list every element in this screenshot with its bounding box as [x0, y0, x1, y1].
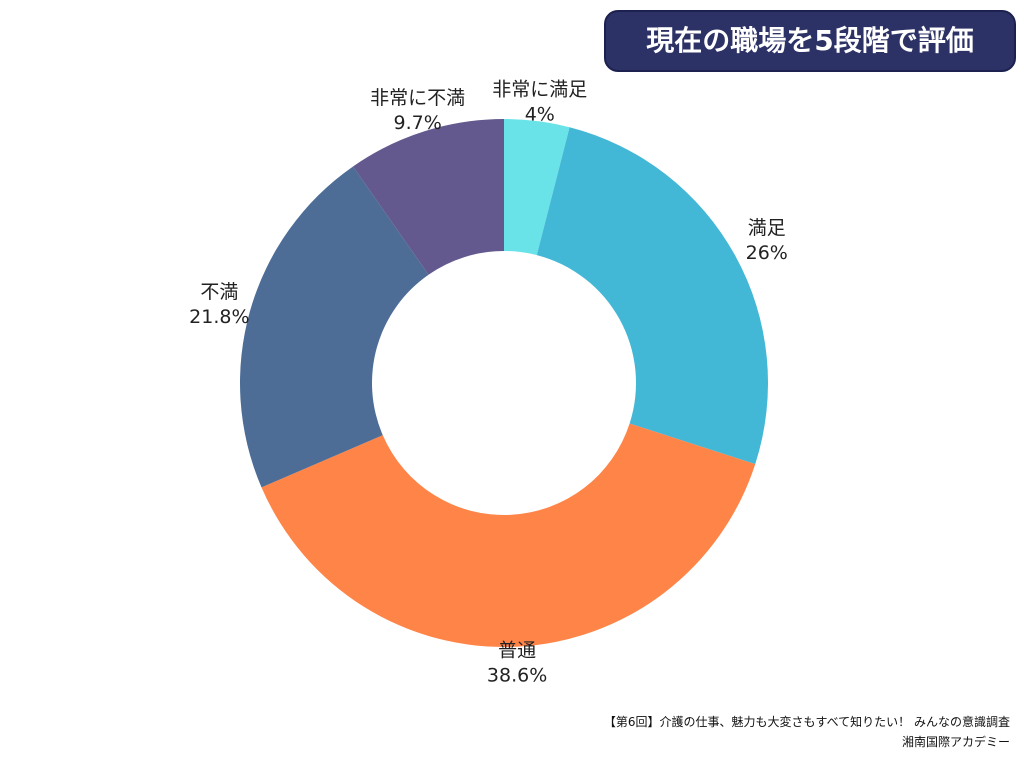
slice-category: 普通: [498, 640, 536, 662]
slice-5: [353, 119, 504, 275]
chart-title: 現在の職場を5段階で評価: [604, 10, 1016, 72]
source-line-org: 湘南国際アカデミー: [901, 735, 1010, 749]
slice-labels: 非常に満足 4% 満足 26% 普通 38.6% 不満 21.8% 非常に不満 9.7%: [189, 78, 788, 686]
slice-label-4: 不満 21.8%: [189, 281, 249, 328]
slice-label-5: 非常に不満 9.7%: [370, 87, 465, 134]
slice-1: [504, 119, 570, 256]
slice-category: 満足: [748, 217, 786, 239]
slice-4: [240, 166, 429, 488]
slice-value: 26%: [746, 242, 788, 264]
donut-slices: [240, 119, 769, 647]
slice-value: 21.8%: [189, 306, 249, 328]
slice-label-2: 満足 26%: [746, 217, 788, 264]
slice-category: 非常に満足: [492, 78, 587, 100]
slice-category: 不満: [200, 281, 238, 303]
slice-value: 38.6%: [487, 665, 547, 687]
source-line-survey: 【第6回】介護の仕事、魅力も大変さもすべて知りたい！ みんなの意識調査: [603, 715, 1010, 729]
source-note: 【第6回】介護の仕事、魅力も大変さもすべて知りたい！ みんなの意識調査 湘南国際…: [604, 712, 1010, 752]
slice-2: [536, 127, 769, 465]
slice-label-3: 普通 38.6%: [487, 640, 547, 687]
slice-category: 非常に不満: [370, 87, 465, 109]
slice-label-1: 非常に満足 4%: [492, 78, 587, 125]
slice-3: [261, 423, 756, 647]
slice-value: 4%: [525, 103, 555, 125]
slice-value: 9.7%: [394, 112, 442, 134]
